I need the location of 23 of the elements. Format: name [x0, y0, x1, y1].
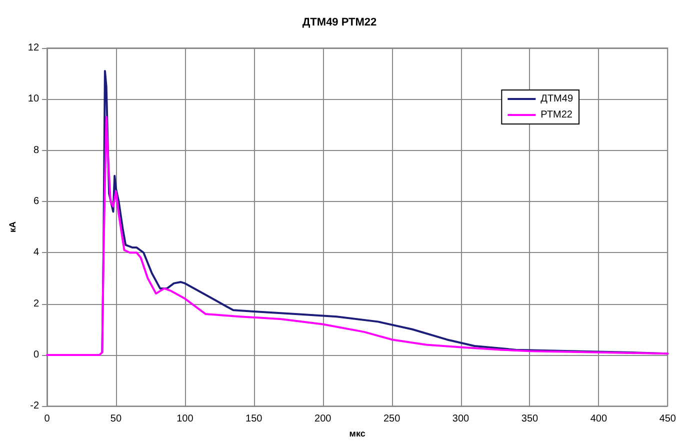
x-tick-label: 250 — [383, 414, 401, 425]
y-tick-label: 8 — [33, 144, 40, 156]
y-tick-label: 12 — [28, 42, 40, 54]
x-tick-label: 200 — [314, 414, 332, 425]
y-tick-label: -2 — [30, 400, 40, 412]
legend-label: РТМ22 — [540, 110, 573, 120]
x-tick-label: 0 — [44, 414, 50, 425]
y-tick-label: 6 — [33, 196, 40, 207]
x-tick-label: 50 — [110, 414, 122, 425]
x-tick-label: 300 — [452, 414, 470, 425]
y-tick-label: 0 — [33, 349, 40, 360]
chart-title: ДТМ49 РТМ22 — [302, 16, 377, 28]
x-tick-label: 100 — [176, 414, 194, 425]
x-tick-label: 150 — [246, 414, 263, 425]
y-tick-label: 2 — [33, 298, 40, 310]
x-tick-label: 350 — [521, 414, 539, 425]
legend-label: ДТМ49 — [540, 94, 574, 104]
x-tick-label: 450 — [659, 414, 676, 425]
x-tick-label: 400 — [590, 414, 608, 425]
y-axis-title: кА — [8, 221, 18, 233]
y-tick-label: 10 — [28, 94, 40, 105]
x-axis-title: мкс — [349, 428, 366, 438]
y-tick-label: 4 — [33, 247, 40, 258]
